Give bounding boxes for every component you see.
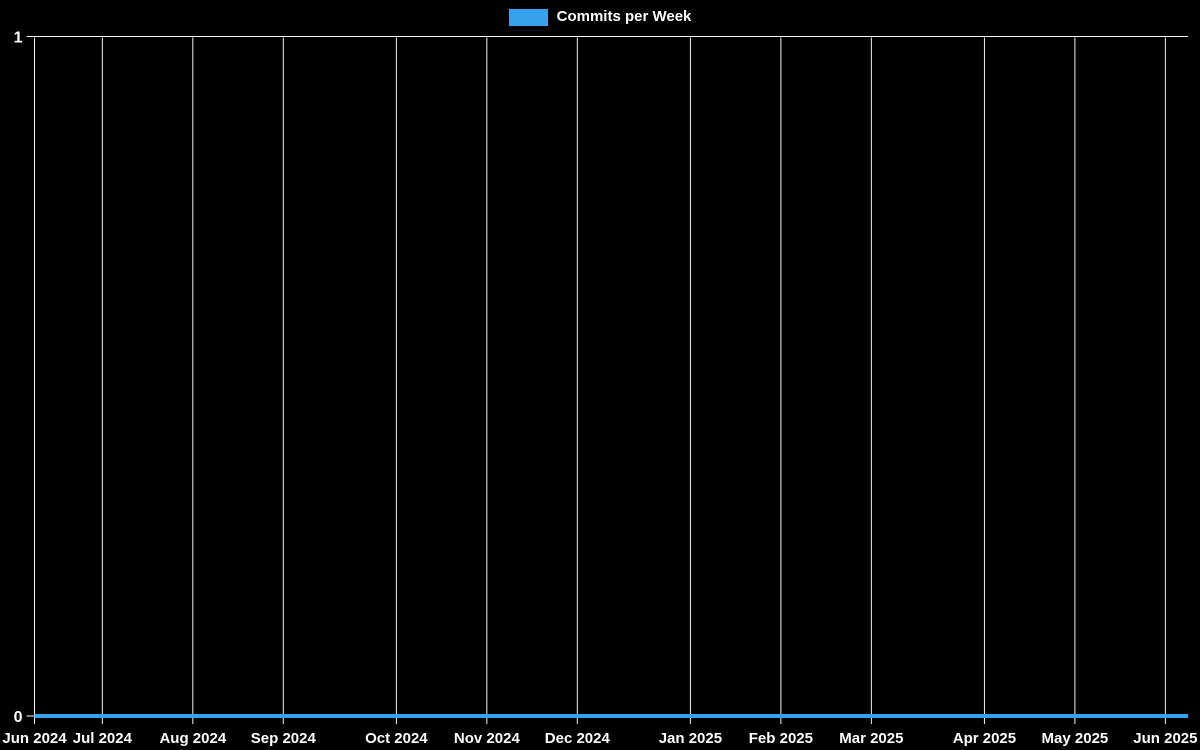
x-tick-label: Apr 2025 xyxy=(953,730,1016,747)
x-tick-label: Sep 2024 xyxy=(251,730,317,747)
y-tick-label: 1 xyxy=(14,30,23,47)
legend-label: Commits per Week xyxy=(556,8,692,25)
x-tick-label: Aug 2024 xyxy=(159,730,226,747)
legend-swatch-icon xyxy=(508,8,548,26)
legend-item-commits-per-week[interactable]: Commits per Week xyxy=(508,8,692,26)
x-tick-label: Jul 2024 xyxy=(73,730,133,747)
x-tick-label: Jun 2024 xyxy=(2,730,67,747)
y-tick-label: 0 xyxy=(14,709,23,726)
x-tick-label: Dec 2024 xyxy=(545,730,611,747)
x-tick-label: Mar 2025 xyxy=(839,730,903,747)
x-tick-label: May 2025 xyxy=(1042,730,1109,747)
x-tick-label: Feb 2025 xyxy=(749,730,813,747)
x-tick-label: Jun 2025 xyxy=(1133,730,1197,747)
x-tick-label: Oct 2024 xyxy=(365,730,428,747)
x-tick-label: Jan 2025 xyxy=(659,730,722,747)
legend: Commits per Week xyxy=(0,8,1200,26)
x-tick-label: Nov 2024 xyxy=(454,730,521,747)
